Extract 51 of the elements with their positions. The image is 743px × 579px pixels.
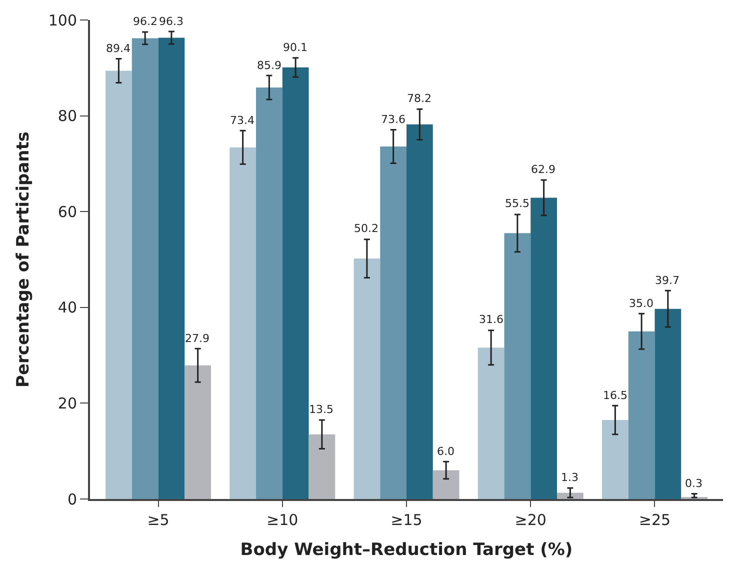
data-label: 73.4 xyxy=(230,114,254,127)
data-label: 31.6 xyxy=(479,313,504,326)
bar xyxy=(654,308,682,499)
data-label: 16.5 xyxy=(603,389,628,402)
data-label: 0.3 xyxy=(685,477,702,490)
data-label: 78.2 xyxy=(407,92,432,105)
y-tick-label: 60 xyxy=(58,202,77,221)
data-label: 73.6 xyxy=(381,113,406,126)
y-tick-label: 20 xyxy=(58,394,77,412)
bar xyxy=(504,233,531,499)
bar xyxy=(406,124,433,499)
x-tick-label: ≥5 xyxy=(147,511,170,529)
x-tick-label: ≥25 xyxy=(638,511,671,529)
bar xyxy=(230,147,256,499)
bar xyxy=(602,420,628,499)
bar xyxy=(106,70,132,499)
data-label: 85.9 xyxy=(257,59,282,72)
data-label: 96.2 xyxy=(133,15,158,28)
x-axis-title: Body Weight–Reduction Target (%) xyxy=(240,540,573,560)
data-label: 55.5 xyxy=(505,197,530,210)
data-label: 35.0 xyxy=(629,297,654,310)
x-tick-label: ≥10 xyxy=(266,511,298,529)
data-label: 90.1 xyxy=(283,41,308,54)
data-label: 50.2 xyxy=(354,222,378,235)
data-label: 89.4 xyxy=(106,42,130,55)
bar xyxy=(530,198,557,499)
bar xyxy=(256,88,282,499)
x-tick-label: ≥15 xyxy=(390,511,422,529)
bar xyxy=(478,348,504,499)
data-label: 1.3 xyxy=(561,471,578,484)
y-tick-label: 80 xyxy=(58,107,77,126)
data-label: 27.9 xyxy=(185,332,210,345)
bar xyxy=(308,434,336,499)
bar xyxy=(158,38,185,499)
bar xyxy=(380,146,406,499)
y-tick-label: 0 xyxy=(67,490,77,508)
x-tick-label: ≥20 xyxy=(514,511,546,529)
bar xyxy=(282,67,309,499)
data-label: 62.9 xyxy=(531,163,556,176)
y-tick-label: 100 xyxy=(48,11,77,30)
data-label: 39.7 xyxy=(655,274,680,287)
y-tick-label: 40 xyxy=(58,298,77,317)
data-label: 96.3 xyxy=(159,15,184,28)
data-label: 6.0 xyxy=(437,445,454,458)
bar xyxy=(184,365,212,499)
bar xyxy=(432,470,460,499)
bar xyxy=(354,258,380,499)
bar xyxy=(628,331,655,499)
data-label: 13.5 xyxy=(309,403,334,416)
y-axis-title: Percentage of Participants xyxy=(13,132,34,388)
bar xyxy=(132,38,158,499)
